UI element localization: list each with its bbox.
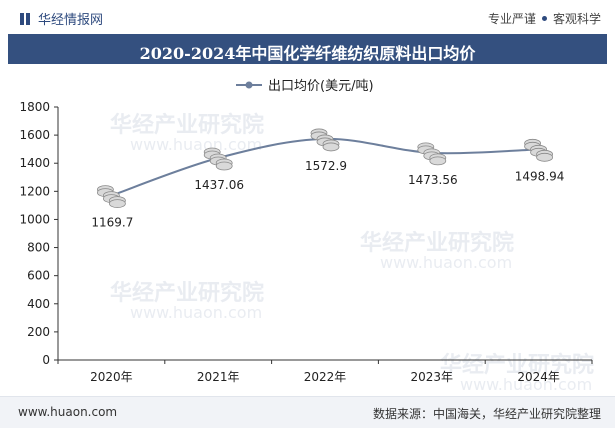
legend-label: 出口均价(美元/吨) xyxy=(268,79,374,94)
data-label: 1498.94 xyxy=(515,169,565,183)
footer-site[interactable]: www.huaon.com xyxy=(18,405,118,419)
y-tick-label: 1400 xyxy=(19,156,50,170)
data-label: 1437.06 xyxy=(194,178,244,192)
y-tick-label: 1600 xyxy=(19,128,50,142)
tagline-right: 客观科学 xyxy=(552,12,601,26)
data-label: 1169.7 xyxy=(91,216,133,230)
y-tick-label: 1000 xyxy=(19,212,50,226)
data-point-marker xyxy=(417,142,447,166)
data-label: 1572.9 xyxy=(305,159,347,173)
coin-icon xyxy=(215,161,233,171)
data-point-marker xyxy=(203,147,233,171)
legend-marker-icon xyxy=(245,81,253,89)
footer-bar: www.huaon.com 数据来源：中国海关，华经产业研究院整理 xyxy=(0,396,615,428)
chart-title: 2020-2024年中国化学纤维纺织原料出口均价 xyxy=(139,44,476,63)
coin-icon xyxy=(322,142,340,152)
watermark-text: 华经产业研究院 xyxy=(110,112,264,138)
y-tick-label: 600 xyxy=(27,269,50,283)
data-point-marker xyxy=(97,185,126,208)
x-tick-label: 2020年 xyxy=(90,370,133,384)
x-tick-label: 2021年 xyxy=(197,370,240,384)
coin-icon xyxy=(109,199,126,208)
watermark-text: 华经产业研究院 xyxy=(360,230,514,256)
brand[interactable]: 华经情报网 xyxy=(18,9,103,28)
bullet-icon xyxy=(541,16,547,21)
brand-logo-icon xyxy=(18,12,32,26)
watermark-text: 华经产业研究院 xyxy=(440,352,594,378)
y-tick-label: 0 xyxy=(42,353,50,367)
coin-icon xyxy=(536,152,553,162)
x-tick-label: 2023年 xyxy=(411,370,454,384)
tagline-left: 专业严谨 xyxy=(487,12,536,26)
watermark-url: www.huaon.com xyxy=(460,375,592,394)
watermark-url: www.huaon.com xyxy=(130,135,262,154)
watermark-text: 华经产业研究院 xyxy=(110,280,264,306)
y-tick-label: 400 xyxy=(27,297,50,311)
y-tick-label: 200 xyxy=(27,325,50,339)
tagline: 专业严谨 客观科学 xyxy=(488,10,601,27)
y-tick-label: 800 xyxy=(27,241,50,255)
x-tick-label: 2022年 xyxy=(304,370,347,384)
header-bar: 华经情报网 专业严谨 客观科学 xyxy=(0,0,615,34)
watermark-url: www.huaon.com xyxy=(380,253,512,272)
coin-icon xyxy=(429,156,447,166)
x-tick-label: 2024年 xyxy=(517,370,560,384)
data-label: 1473.56 xyxy=(408,173,458,187)
data-point-marker xyxy=(310,128,340,152)
brand-name: 华经情报网 xyxy=(38,13,104,28)
footer-source: 数据来源：中国海关，华经产业研究院整理 xyxy=(372,407,601,421)
y-tick-label: 1800 xyxy=(19,100,50,114)
watermark-url: www.huaon.com xyxy=(130,303,262,322)
data-point-marker xyxy=(524,138,553,162)
title-bar: 2020-2024年中国化学纤维纺织原料出口均价 xyxy=(8,34,607,64)
y-tick-label: 1200 xyxy=(19,184,50,198)
